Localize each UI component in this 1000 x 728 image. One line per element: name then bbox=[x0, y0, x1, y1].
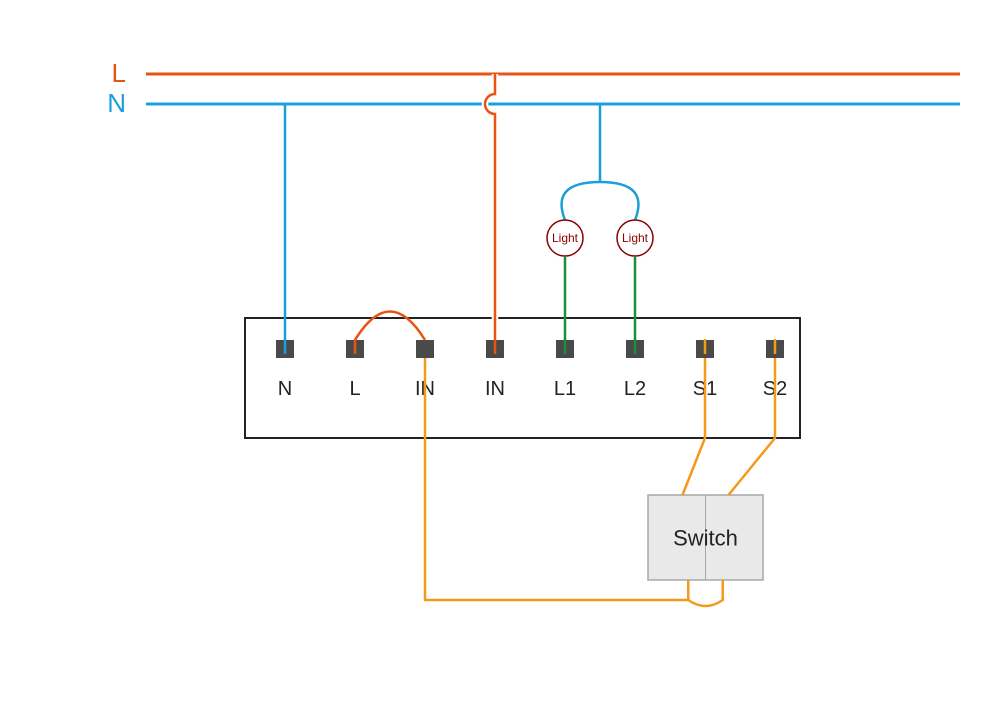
terminal-label-n: N bbox=[278, 378, 292, 400]
bus-label-n: N bbox=[107, 88, 126, 118]
switch-label: Switch bbox=[673, 526, 738, 551]
wire-n-to-light2 bbox=[600, 182, 638, 220]
light-2-label: Light bbox=[622, 231, 649, 245]
wiring-diagram: LNNLININL1L2S1S2LightLightSwitch bbox=[0, 0, 1000, 728]
terminal-label-l1: L1 bbox=[554, 378, 576, 400]
wire-n-to-light1 bbox=[562, 182, 600, 220]
terminal-label-in2: IN bbox=[485, 378, 505, 400]
terminal-in1 bbox=[416, 340, 434, 358]
terminal-label-l2: L2 bbox=[624, 378, 646, 400]
terminal-label-l: L bbox=[349, 378, 360, 400]
wire-l-in-jumper bbox=[355, 312, 425, 341]
light-1-label: Light bbox=[552, 231, 579, 245]
bus-label-l: L bbox=[112, 58, 126, 88]
wire-switch-common-u bbox=[688, 580, 723, 606]
